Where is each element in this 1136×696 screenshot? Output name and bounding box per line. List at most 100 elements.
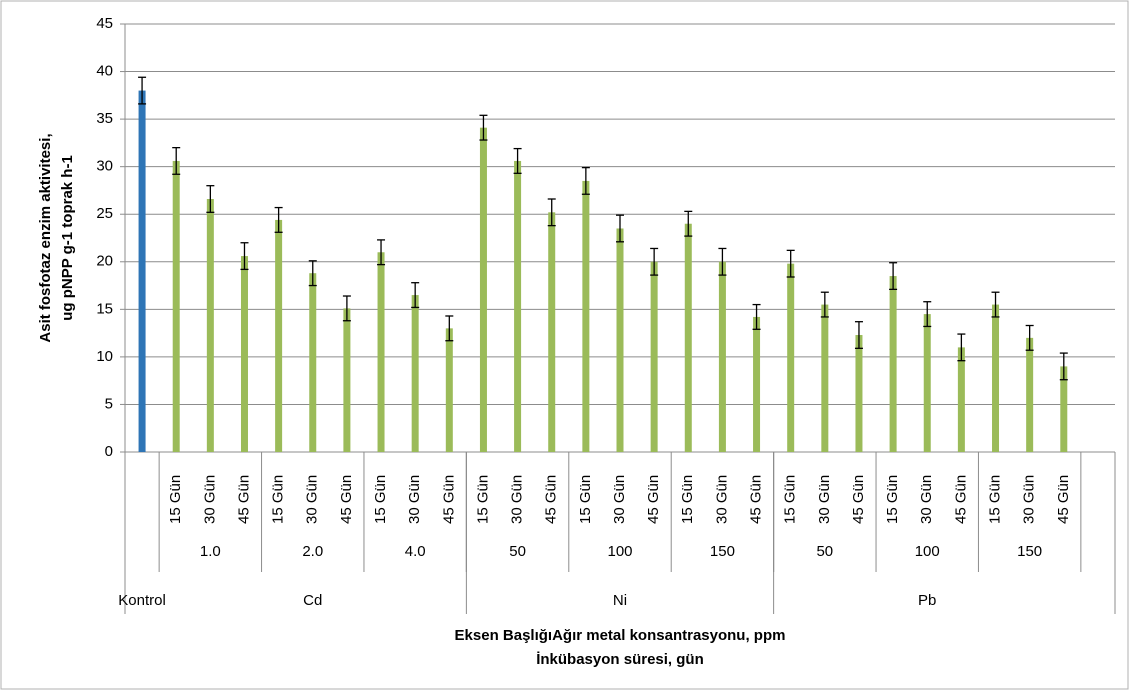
subgroup-label: 150 [1017,543,1042,560]
error-bar [854,321,863,349]
x-tick-label: 30 Gün [509,475,526,524]
x-tick-label: 45 Gün [645,475,662,524]
subgroup-label: 50 [509,543,526,560]
y-axis-label: Asit fosfotaz enzim aktivitesi, [37,133,54,342]
bar [445,328,453,452]
error-bar [274,206,283,233]
y-tick-label: 45 [96,15,113,32]
subgroup-label: 1.0 [200,543,221,560]
bar [1060,366,1068,452]
error-bar [240,242,249,271]
x-tick-label: 15 Gün [167,475,184,524]
bar [753,316,761,452]
x-tick-label: 45 Gün [1055,475,1072,524]
bar [514,160,522,452]
error-bar [616,214,624,243]
group-label: Ni [613,592,627,609]
error-bar [479,114,488,141]
bar [616,228,624,452]
x-tick-label: 30 Gün [713,475,730,524]
bar [923,314,931,452]
y-tick-label: 15 [96,300,113,317]
bar [172,160,180,452]
bar [343,308,351,452]
y-tick-label: 40 [96,63,113,80]
x-axis-label: İnkübasyon süresi, gün [536,651,704,668]
error-bar [445,315,454,342]
x-tick-label: 45 Gün [850,475,867,524]
group-label: Pb [918,592,936,609]
error-bar [377,239,386,266]
x-tick-label: 15 Gün [270,475,287,524]
bar [684,223,692,452]
x-tick-label: 30 Gün [611,475,628,524]
y-tick-label: 10 [96,348,113,365]
x-tick-label: 45 Gün [338,475,355,524]
error-bar [923,301,932,328]
error-bar [786,249,795,278]
group-label: Kontrol [118,592,166,609]
error-bar [718,247,727,276]
bar [275,219,283,452]
x-tick-label: 45 Gün [952,475,969,524]
group-label: Cd [303,592,322,609]
bar [240,256,248,452]
error-bar [820,291,829,318]
x-tick-label: 30 Gün [406,475,423,524]
y-axis-label: ug pNPP g-1 toprak h-1 [59,155,76,321]
y-tick-label: 5 [105,395,113,412]
error-bar [547,198,556,227]
error-bar [138,76,147,105]
bar [1026,337,1034,452]
error-bar [957,333,966,362]
bar [889,276,897,452]
subgroup-label: 2.0 [302,543,323,560]
bar [992,304,1000,452]
x-tick-label: 15 Gün [372,475,389,524]
y-tick-label: 20 [96,253,113,270]
bar [309,273,317,452]
error-bar [342,295,351,322]
x-tick-label: 30 Gün [918,475,935,524]
x-tick-label: 30 Gün [304,475,321,524]
bar [821,304,829,452]
x-tick-label: 15 Gün [986,475,1003,524]
bar [718,261,726,452]
x-tick-label: 30 Gün [1021,475,1038,524]
subgroup-label: 100 [915,543,940,560]
x-tick-label: 15 Gün [679,475,696,524]
bar [957,347,965,452]
bar [206,199,214,452]
x-tick-label: 45 Gün [440,475,457,524]
subgroup-label: 50 [816,543,833,560]
y-tick-label: 0 [105,443,113,460]
error-bar [172,146,181,175]
x-tick-label: 30 Gün [816,475,833,524]
error-bar [411,282,420,309]
error-bar [684,210,693,237]
error-bar [752,303,761,330]
bar [548,212,556,452]
subgroup-label: 100 [607,543,632,560]
x-tick-label: 45 Gün [748,475,765,524]
error-bar [581,166,590,195]
x-tick-label: 30 Gün [201,475,218,524]
subgroup-label: 4.0 [405,543,426,560]
bar [787,263,795,452]
bar [582,180,590,452]
bar [377,252,385,452]
x-tick-label: 15 Gün [884,475,901,524]
x-tick-label: 15 Gün [577,475,594,524]
x-tick-label: 15 Gün [782,475,799,524]
error-bar [1059,352,1068,381]
x-tick-label: 15 Gün [474,475,491,524]
error-bar [889,262,898,291]
x-tick-label: 45 Gün [543,475,560,524]
x-axis-label: Eksen BaşlığıAğır metal konsantrasyonu, … [455,627,786,644]
error-bar [308,260,317,287]
bar [411,295,419,452]
y-tick-label: 30 [96,158,113,175]
subgroup-label: 150 [710,543,735,560]
